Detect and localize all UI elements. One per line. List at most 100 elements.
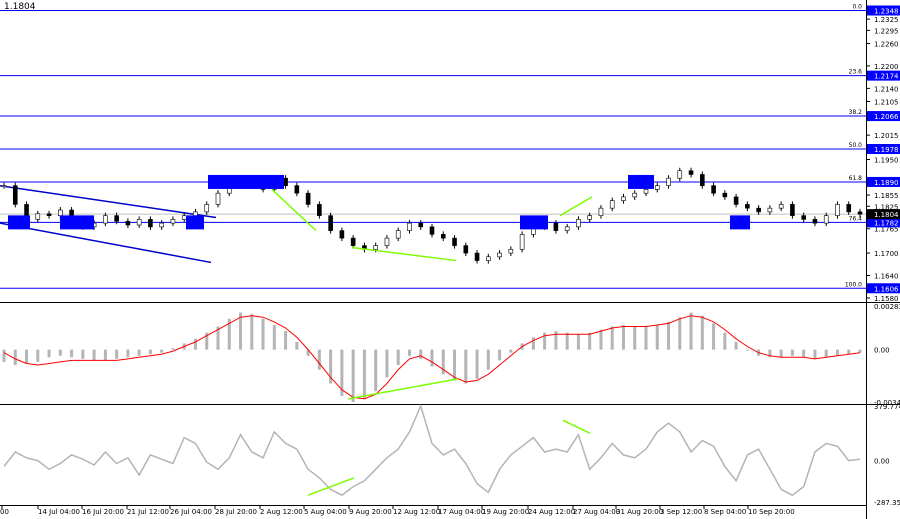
macd-histogram-bar [148, 349, 152, 355]
candle-body [418, 222, 424, 228]
candle-body [429, 226, 435, 235]
macd-histogram-bar [216, 326, 220, 350]
candle-body [136, 219, 142, 226]
candle-body [722, 192, 728, 198]
candle-body [666, 177, 671, 186]
time-tick-label: 14 Jul 04:00 [38, 508, 80, 516]
macd-tick-label: -0.0034 [874, 399, 900, 407]
macd-histogram-bar [475, 349, 479, 379]
candle-body [305, 192, 311, 205]
candle-body [1, 185, 7, 187]
candle-body [733, 196, 739, 205]
macd-histogram-bar [430, 349, 434, 367]
fib-level-value: 1.2066 [874, 113, 899, 121]
fib-level-pct: 76.4 [849, 215, 863, 222]
candle-body [643, 189, 649, 194]
macd-histogram-bar [272, 324, 276, 350]
macd-histogram-bar [126, 349, 130, 358]
candle-body [497, 252, 502, 258]
time-tick-label: 5 Aug 04:00 [304, 508, 347, 516]
time-tick-label: 8 Sep 04:00 [704, 508, 746, 516]
candle-body [576, 219, 581, 228]
resistance-zone-box [628, 174, 654, 189]
candle-body [846, 204, 852, 213]
support-zone-box [730, 215, 750, 230]
macd-histogram-bar [712, 323, 716, 350]
candle-body [801, 215, 806, 220]
candle-body [58, 209, 63, 216]
support-zone-box [8, 215, 30, 230]
candle-body [587, 215, 592, 220]
fib-level-badge [867, 111, 900, 122]
macd-histogram-bar [36, 349, 40, 362]
candle-body [35, 213, 41, 220]
candle-body [486, 256, 491, 261]
macd-histogram-bar [441, 349, 445, 375]
fib-level-pct: 38.2 [849, 109, 863, 116]
candle-body [328, 215, 333, 231]
cci-tick-label: -287.3523 [874, 499, 900, 507]
candle-body [700, 174, 705, 186]
macd-histogram-bar [835, 349, 839, 356]
time-tick-label: 12 Aug 12:00 [393, 508, 440, 516]
fib-level-value: 1.1890 [874, 179, 899, 187]
candle-body [756, 207, 761, 213]
macd-histogram-bar [227, 318, 231, 350]
price-tick-label: 1.1855 [874, 192, 899, 200]
candle-body [46, 213, 52, 216]
macd-histogram-bar [723, 332, 727, 350]
macd-histogram-bar [351, 349, 355, 402]
fib-level-badge [867, 176, 900, 187]
macd-histogram-bar [137, 349, 141, 356]
candle-body [452, 237, 457, 246]
time-tick-label: 17 Aug 04:00 [438, 508, 485, 516]
macd-histogram-bar [667, 321, 671, 350]
last-price-value: 1.1804 [874, 211, 899, 219]
candle-body [711, 185, 716, 194]
macd-histogram-bar [47, 349, 51, 358]
cci-divergence-trendline [562, 419, 591, 434]
time-tick-label: 2 Aug 12:00 [260, 508, 303, 516]
candle-body [159, 222, 164, 228]
time-tick-label: 26 Jul 04:00 [170, 508, 212, 516]
fib-level-badge [867, 283, 900, 294]
macd-histogram-bar [745, 349, 749, 351]
candle-body [767, 207, 773, 213]
macd-histogram-bar [171, 348, 175, 350]
price-tick-label: 1.2325 [874, 16, 899, 24]
candle-body [395, 230, 401, 239]
candle-body [812, 219, 818, 224]
time-tick-label: 31 Aug 20:00 [616, 508, 663, 516]
macd-signal-line [3, 315, 861, 400]
candle-body [294, 185, 300, 194]
candle-body [339, 230, 345, 239]
fib-level-value: 1.2348 [874, 7, 899, 15]
cci-tick-label: 0.00 [874, 458, 890, 466]
channel-lower-line [0, 222, 212, 264]
candle-body [609, 200, 615, 209]
time-tick-label: 10 Sep 20:00 [748, 508, 795, 516]
macd-histogram-bar [385, 349, 389, 378]
macd-histogram-bar [700, 315, 704, 350]
price-tick-label: 1.1950 [874, 156, 899, 164]
fib-level-pct: 100.0 [845, 281, 862, 288]
candle-body [474, 252, 480, 261]
macd-histogram-bar [329, 349, 333, 384]
candle-body [148, 219, 153, 228]
candle-body [181, 215, 187, 220]
candle-body [373, 245, 378, 250]
macd-histogram-bar [588, 332, 592, 350]
candle-body [790, 204, 795, 216]
candle-body [745, 204, 750, 209]
candle-body [283, 177, 288, 186]
fib-level-badge [867, 217, 900, 228]
macd-histogram-bar [486, 349, 490, 370]
fib-level-pct: 50.0 [849, 142, 863, 149]
macd-histogram-bar [250, 314, 254, 350]
candle-body [125, 220, 131, 226]
macd-histogram-bar [239, 312, 243, 350]
macd-histogram-bar [419, 349, 423, 359]
macd-histogram-bar [790, 349, 794, 356]
macd-histogram-bar [81, 349, 85, 359]
